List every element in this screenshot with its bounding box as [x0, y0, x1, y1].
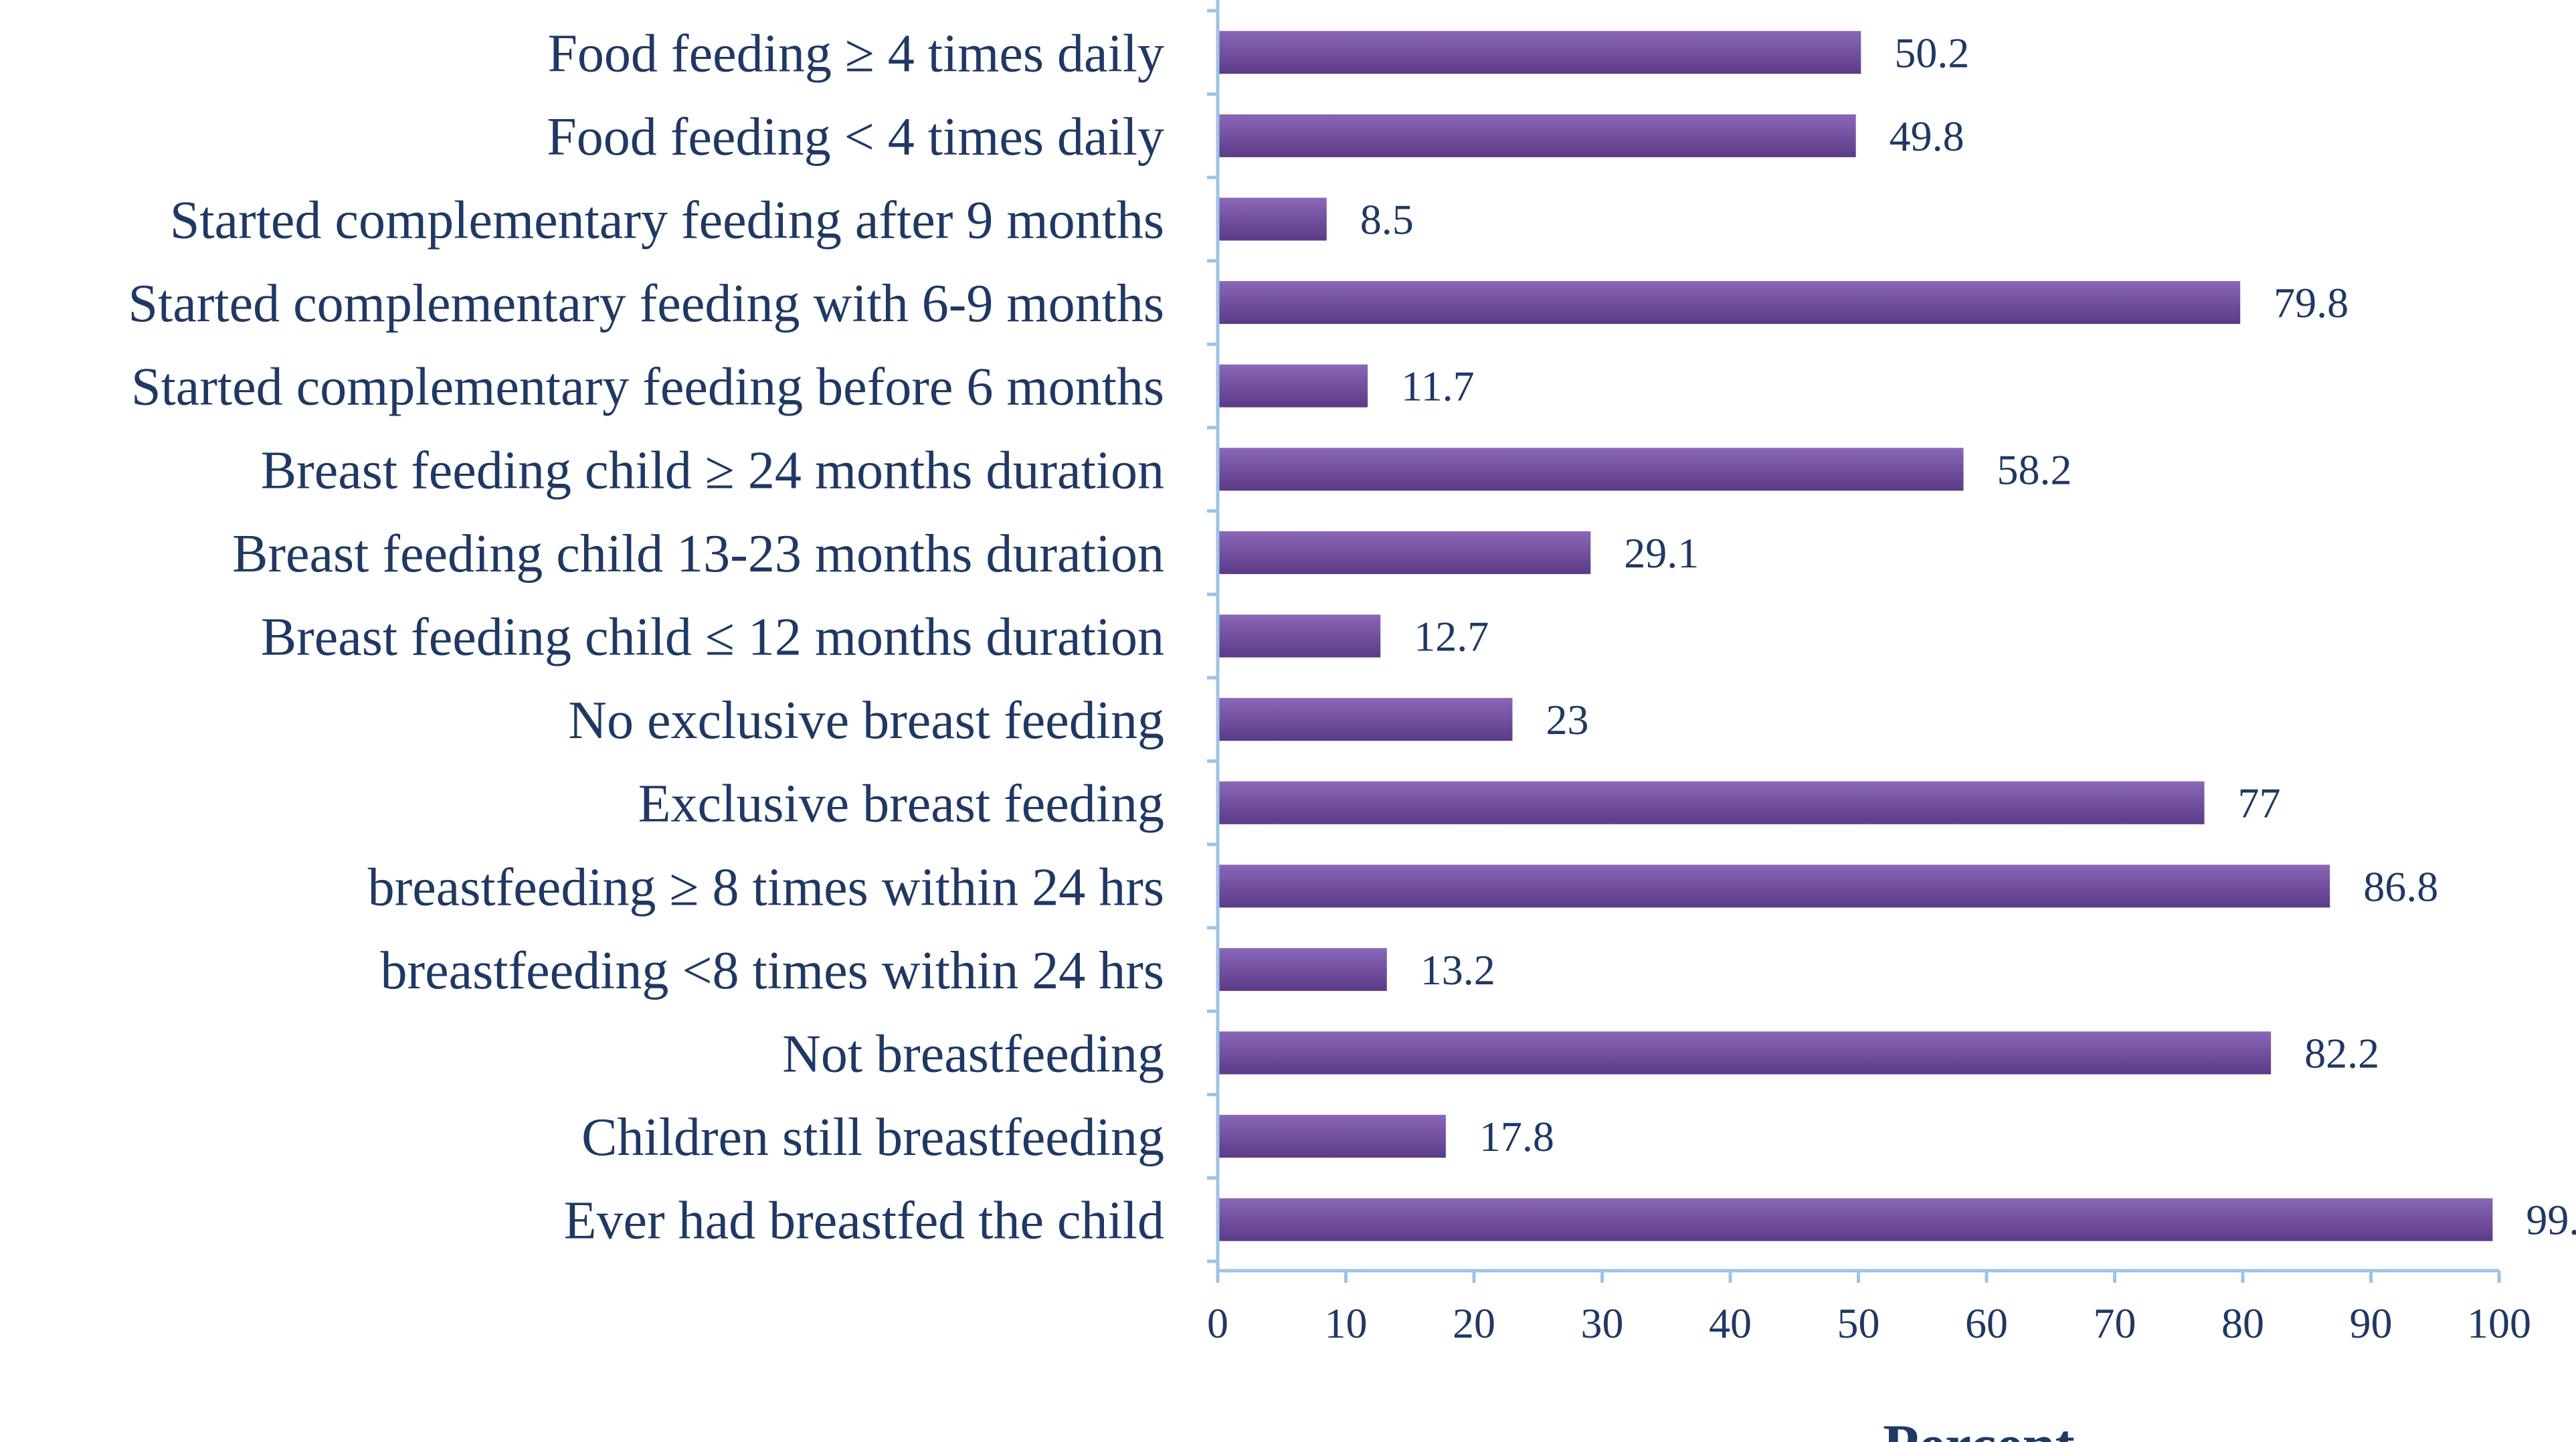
category-label: Breast feeding child ≥ 24 months duratio… — [261, 441, 1164, 500]
bar — [1218, 614, 1381, 658]
x-tick-label: 70 — [2094, 1299, 2136, 1347]
bar — [1218, 948, 1387, 991]
bar — [1218, 1115, 1446, 1158]
x-tick-label: 20 — [1453, 1299, 1495, 1347]
category-label: Food feeding ≥ 4 times daily — [547, 24, 1164, 83]
category-label: Not breastfeeding — [782, 1025, 1164, 1084]
category-label: Started complementary feeding with 6-9 m… — [128, 274, 1164, 333]
bar — [1218, 197, 1327, 241]
bar — [1218, 114, 1856, 157]
bars-group — [1218, 31, 2493, 1241]
category-label: Started complementary feeding before 6 m… — [131, 358, 1164, 417]
category-label: Food feeding < 4 times daily — [547, 108, 1164, 167]
bar — [1218, 531, 1591, 574]
bar — [1218, 31, 1861, 74]
bar — [1218, 1031, 2272, 1075]
category-label: Exclusive breast feeding — [638, 775, 1164, 834]
value-label: 29.1 — [1624, 529, 1699, 577]
category-label: breastfeeding ≥ 8 times within 24 hrs — [368, 858, 1164, 917]
value-label: 13.2 — [1420, 946, 1495, 994]
value-label: 86.8 — [2363, 863, 2438, 910]
category-label: Breast feeding child ≤ 12 months duratio… — [261, 608, 1164, 667]
x-tick-label: 0 — [1207, 1299, 1228, 1347]
x-tick-label: 90 — [2350, 1299, 2393, 1347]
bar — [1218, 281, 2241, 325]
category-label: No exclusive breast feeding — [568, 691, 1164, 750]
value-label: 77 — [2238, 780, 2281, 827]
value-label: 17.8 — [1479, 1113, 1554, 1160]
value-label: 50.2 — [1894, 29, 1969, 76]
x-tick-label: 100 — [2467, 1299, 2531, 1347]
x-tick-label: 30 — [1581, 1299, 1624, 1347]
category-label: Breast feeding child 13-23 months durati… — [232, 525, 1164, 583]
bar — [1218, 865, 2330, 908]
value-label: 8.5 — [1360, 196, 1414, 244]
category-label: breastfeeding <8 times within 24 hrs — [380, 941, 1164, 1000]
bar — [1218, 1198, 2493, 1241]
value-label: 49.8 — [1890, 112, 1964, 160]
x-tick-label: 80 — [2221, 1299, 2264, 1347]
value-label: 23 — [1546, 696, 1588, 743]
value-label: 79.8 — [2274, 279, 2349, 327]
value-label: 58.2 — [1997, 446, 2072, 493]
category-labels: Food feeding ≥ 4 times daily Food feeding… — [128, 24, 1164, 1250]
y-axis-ticks — [1207, 9, 1218, 1263]
category-label: Children still breastfeeding — [581, 1108, 1164, 1167]
bar — [1218, 698, 1513, 741]
category-label: Started complementary feeding after 9 mo… — [170, 191, 1164, 250]
x-axis-title: Percent — [1883, 1413, 2075, 1442]
x-tick-label: 50 — [1837, 1299, 1880, 1347]
x-tick-label: 60 — [1965, 1299, 2008, 1347]
value-label: 99.5 — [2526, 1196, 2576, 1244]
x-tick-label: 10 — [1325, 1299, 1368, 1347]
value-label: 11.7 — [1401, 363, 1475, 410]
bar — [1218, 364, 1368, 408]
bar — [1218, 781, 2205, 824]
x-tick-label: 40 — [1709, 1299, 1752, 1347]
value-label: 82.2 — [2304, 1030, 2379, 1077]
value-label: 12.7 — [1414, 613, 1489, 660]
value-labels: 50.2 49.8 8.5 79.8 11.7 58.2 29.1 12.7 23 77 86.8 1… — [1360, 29, 2576, 1243]
bar — [1218, 448, 1964, 491]
category-label: Ever had breastfed the child — [564, 1192, 1164, 1251]
x-axis-ticks: 0 10 20 30 40 50 60 70 80 90 100 — [1207, 1271, 2531, 1347]
